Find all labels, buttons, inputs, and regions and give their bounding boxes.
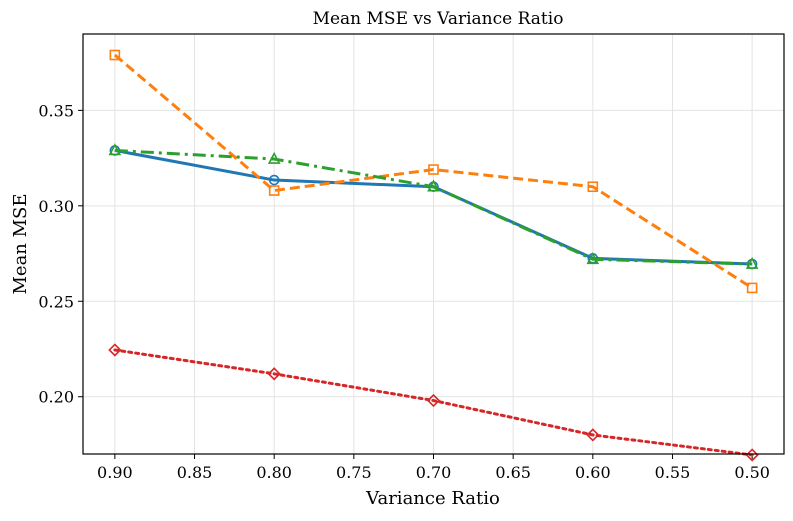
x-tick-label: 0.50 bbox=[734, 463, 770, 482]
x-tick-label: 0.60 bbox=[575, 463, 611, 482]
data-point-square bbox=[428, 164, 439, 175]
series-2 bbox=[109, 49, 758, 294]
data-point-triangle bbox=[267, 151, 281, 164]
data-point-diamond bbox=[586, 428, 600, 442]
data-point-triangle bbox=[745, 256, 759, 269]
y-tick-label: 0.30 bbox=[38, 197, 74, 216]
x-axis-label: Variance Ratio bbox=[365, 488, 500, 509]
data-point-triangle bbox=[108, 143, 122, 156]
data-point-triangle bbox=[427, 179, 440, 192]
x-tick-label: 0.70 bbox=[416, 463, 452, 482]
series-3 bbox=[108, 143, 759, 269]
data-point-diamond bbox=[108, 343, 122, 357]
y-tick-label: 0.35 bbox=[38, 101, 74, 120]
series-line bbox=[113, 53, 753, 290]
x-tick-label: 0.90 bbox=[97, 463, 133, 482]
data-point-circle bbox=[268, 174, 280, 186]
x-tick-label: 0.55 bbox=[655, 463, 691, 482]
x-tick-label: 0.75 bbox=[336, 463, 372, 482]
series-line bbox=[113, 348, 754, 457]
series-group bbox=[108, 49, 759, 462]
y-tick-label: 0.20 bbox=[38, 388, 74, 407]
y-axis-label: Mean MSE bbox=[10, 193, 31, 294]
series-4 bbox=[108, 343, 759, 462]
data-point-diamond bbox=[426, 393, 441, 408]
data-point-square bbox=[268, 185, 280, 196]
grid-lines bbox=[83, 34, 784, 454]
y-tick-label: 0.25 bbox=[38, 292, 74, 311]
plot-frame bbox=[82, 33, 785, 455]
data-point-diamond bbox=[267, 367, 281, 381]
data-point-diamond bbox=[745, 448, 759, 462]
data-point-square bbox=[109, 49, 121, 61]
data-point-square bbox=[587, 181, 599, 193]
x-tick-label: 0.85 bbox=[177, 463, 213, 482]
axis-ticks: 0.90 0.85 0.80 0.75 0.70 0.65 0.60 0.55 0.50 0.20… bbox=[38, 101, 770, 482]
series-line bbox=[114, 148, 753, 266]
x-tick-label: 0.80 bbox=[256, 463, 292, 482]
data-point-square bbox=[746, 282, 758, 294]
x-tick-label: 0.65 bbox=[495, 463, 531, 482]
chart-title: Mean MSE vs Variance Ratio bbox=[313, 9, 564, 29]
data-point-triangle bbox=[586, 252, 600, 265]
